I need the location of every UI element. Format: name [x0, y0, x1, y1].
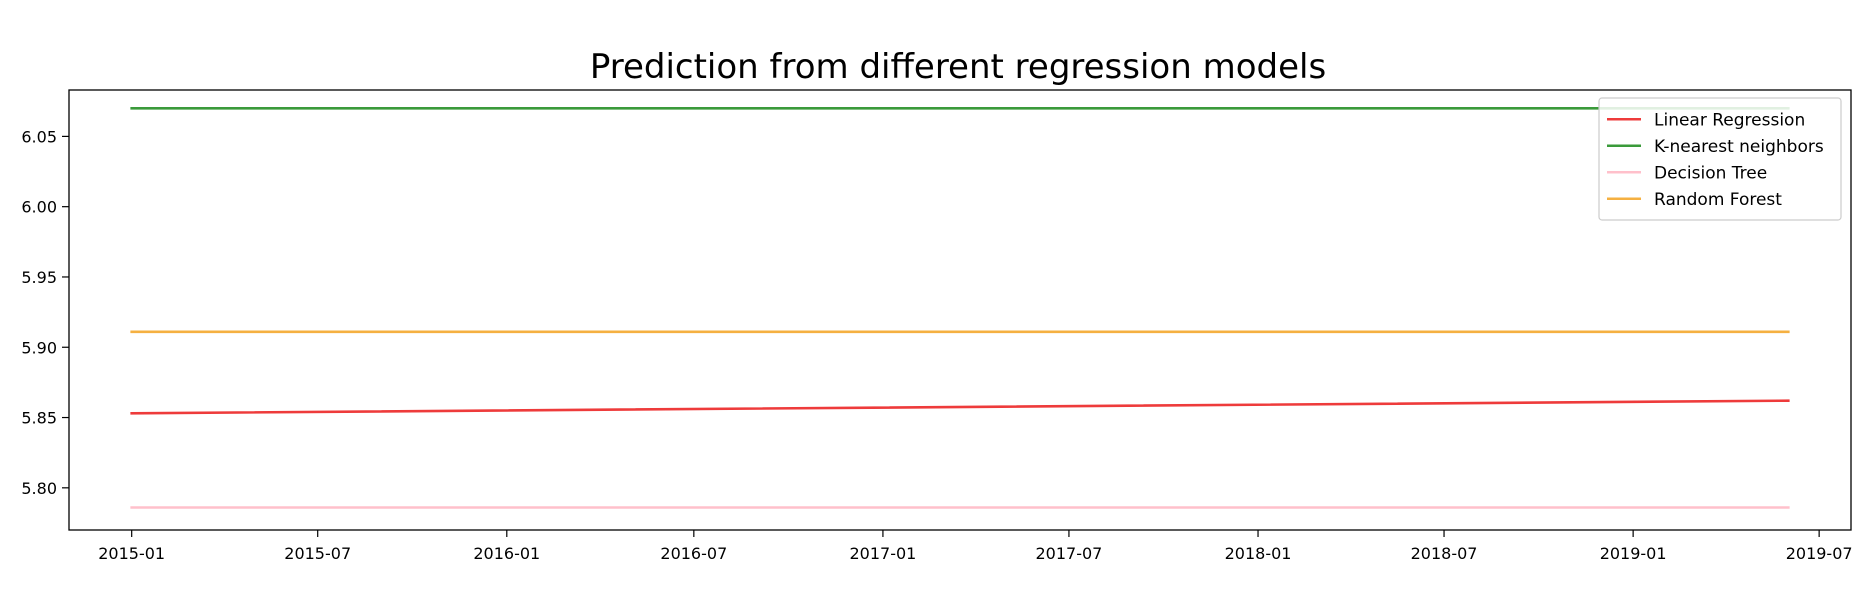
x-tick-label: 2015-07 [284, 544, 351, 563]
legend-label-random-forest: Random Forest [1654, 190, 1782, 210]
x-tick-label: 2019-01 [1600, 544, 1667, 563]
x-tick-label: 2016-07 [660, 544, 727, 563]
y-axis: 5.80 5.85 5.90 5.95 6.00 6.05 [21, 127, 69, 498]
legend-label-linear-regression: Linear Regression [1654, 110, 1805, 130]
x-tick-label: 2017-01 [849, 544, 916, 563]
y-tick-label: 6.05 [21, 127, 57, 146]
series-layer [130, 106, 1790, 509]
y-tick-label: 6.00 [21, 198, 57, 217]
y-tick-label: 5.90 [21, 338, 57, 357]
y-tick-label: 5.85 [21, 409, 57, 428]
series-line-linear-regression [130, 399, 1790, 415]
y-tick-label: 5.80 [21, 479, 57, 498]
x-tick-label: 2016-01 [473, 544, 540, 563]
legend-label-k-nearest-neighbors: K-nearest neighbors [1654, 137, 1824, 157]
x-tick-label: 2019-07 [1786, 544, 1853, 563]
plot-frame [68, 89, 1852, 531]
chart-title: Prediction from different regression mod… [590, 47, 1326, 87]
x-tick-label: 2018-07 [1411, 544, 1478, 563]
x-axis: 2015-01 2015-07 2016-01 2016-07 2017-01 2017-… [98, 530, 1853, 563]
legend-frame [1598, 97, 1842, 221]
x-tick-label: 2018-01 [1225, 544, 1292, 563]
x-tick-label: 2017-07 [1036, 544, 1103, 563]
legend-label-decision-tree: Decision Tree [1654, 163, 1767, 183]
legend: Linear Regression K-nearest neighbors Deci… [1598, 97, 1842, 221]
y-tick-label: 5.95 [21, 268, 57, 287]
x-tick-label: 2015-01 [98, 544, 165, 563]
